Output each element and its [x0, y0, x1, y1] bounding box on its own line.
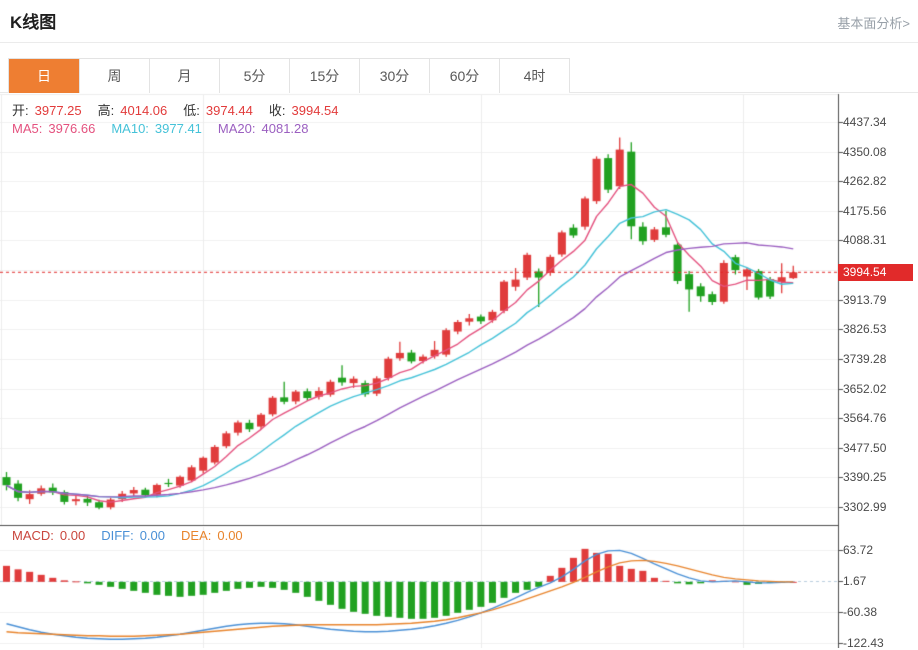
legend-value: 3994.54: [291, 103, 339, 118]
legend-value: 3977.25: [34, 103, 82, 118]
legend-label: MACD:: [12, 528, 54, 543]
price-axis-label: 4350.08: [843, 144, 887, 159]
tab-period-3[interactable]: 月: [149, 59, 219, 93]
price-axis-label: 4088.31: [843, 233, 887, 248]
legend-label: 开:: [12, 103, 29, 118]
legend-label: 收:: [268, 103, 286, 118]
price-axis-label: 3826.53: [843, 322, 887, 337]
macd-axis-label: 1.67: [843, 574, 867, 588]
tab-period-5[interactable]: 15分: [289, 59, 359, 93]
price-axis-label: 4262.82: [843, 174, 887, 189]
ohlc-legend: 开: 3977.25 高: 4014.06 低: 3974.44 收: 3994.54: [12, 100, 355, 119]
ma-legend: MA5: 3976.66 MA10: 3977.41 MA20: 4081.28: [12, 121, 325, 136]
legend-value: 3977.41: [154, 121, 202, 136]
price-axis-label: 3652.02: [843, 381, 887, 396]
legend-value: 4014.06: [120, 103, 168, 118]
legend-label: DIFF:: [101, 528, 134, 543]
tab-period-2[interactable]: 周: [79, 59, 149, 93]
period-tabs: 日周月 5分 15分 30分 60分 4时: [8, 58, 570, 93]
current-price-tag: 3994.54: [838, 264, 913, 281]
tab-period-4[interactable]: 5分: [219, 59, 289, 93]
period-tabbar: 日周月 5分 15分 30分 60分 4时: [0, 58, 918, 93]
price-axis-label: 3390.25: [843, 470, 887, 485]
price-axis-label: 3564.76: [843, 411, 887, 426]
legend-label: 低:: [183, 103, 200, 118]
price-axis-label: 4437.34: [843, 115, 887, 129]
legend-value: 0.00: [59, 528, 86, 543]
legend-label: DEA:: [181, 528, 212, 543]
macd-axis-label: 63.72: [843, 543, 874, 557]
tab-period-7[interactable]: 60分: [429, 59, 499, 93]
macd-axis-label: -60.38: [843, 605, 878, 619]
price-axis-label: 3302.99: [843, 500, 887, 514]
tab-period-8[interactable]: 4时: [499, 59, 569, 93]
legend-label: MA20:: [217, 121, 256, 136]
legend-label: MA5:: [12, 121, 43, 136]
macd-legend: MACD: 0.00 DIFF: 0.00 DEA: 0.00: [12, 528, 259, 543]
tab-period-6[interactable]: 30分: [359, 59, 429, 93]
legend-value: 4081.28: [261, 121, 309, 136]
legend-value: 3974.44: [205, 103, 253, 118]
price-axis-label: 3739.28: [843, 351, 887, 366]
tab-period-1[interactable]: 日: [9, 59, 79, 93]
legend-label: 高:: [97, 103, 115, 118]
legend-value: 3976.66: [48, 121, 96, 136]
macd-axis-label: -122.43: [843, 636, 884, 650]
legend-value: 0.00: [139, 528, 166, 543]
price-axis-label: 3477.50: [843, 440, 887, 455]
price-axis-label: 3913.79: [843, 292, 887, 307]
current-price-value: 3994.54: [843, 265, 887, 279]
legend-value: 0.00: [217, 528, 243, 543]
legend-label: MA10:: [111, 121, 149, 136]
price-axis-label: 4175.56: [843, 203, 887, 218]
